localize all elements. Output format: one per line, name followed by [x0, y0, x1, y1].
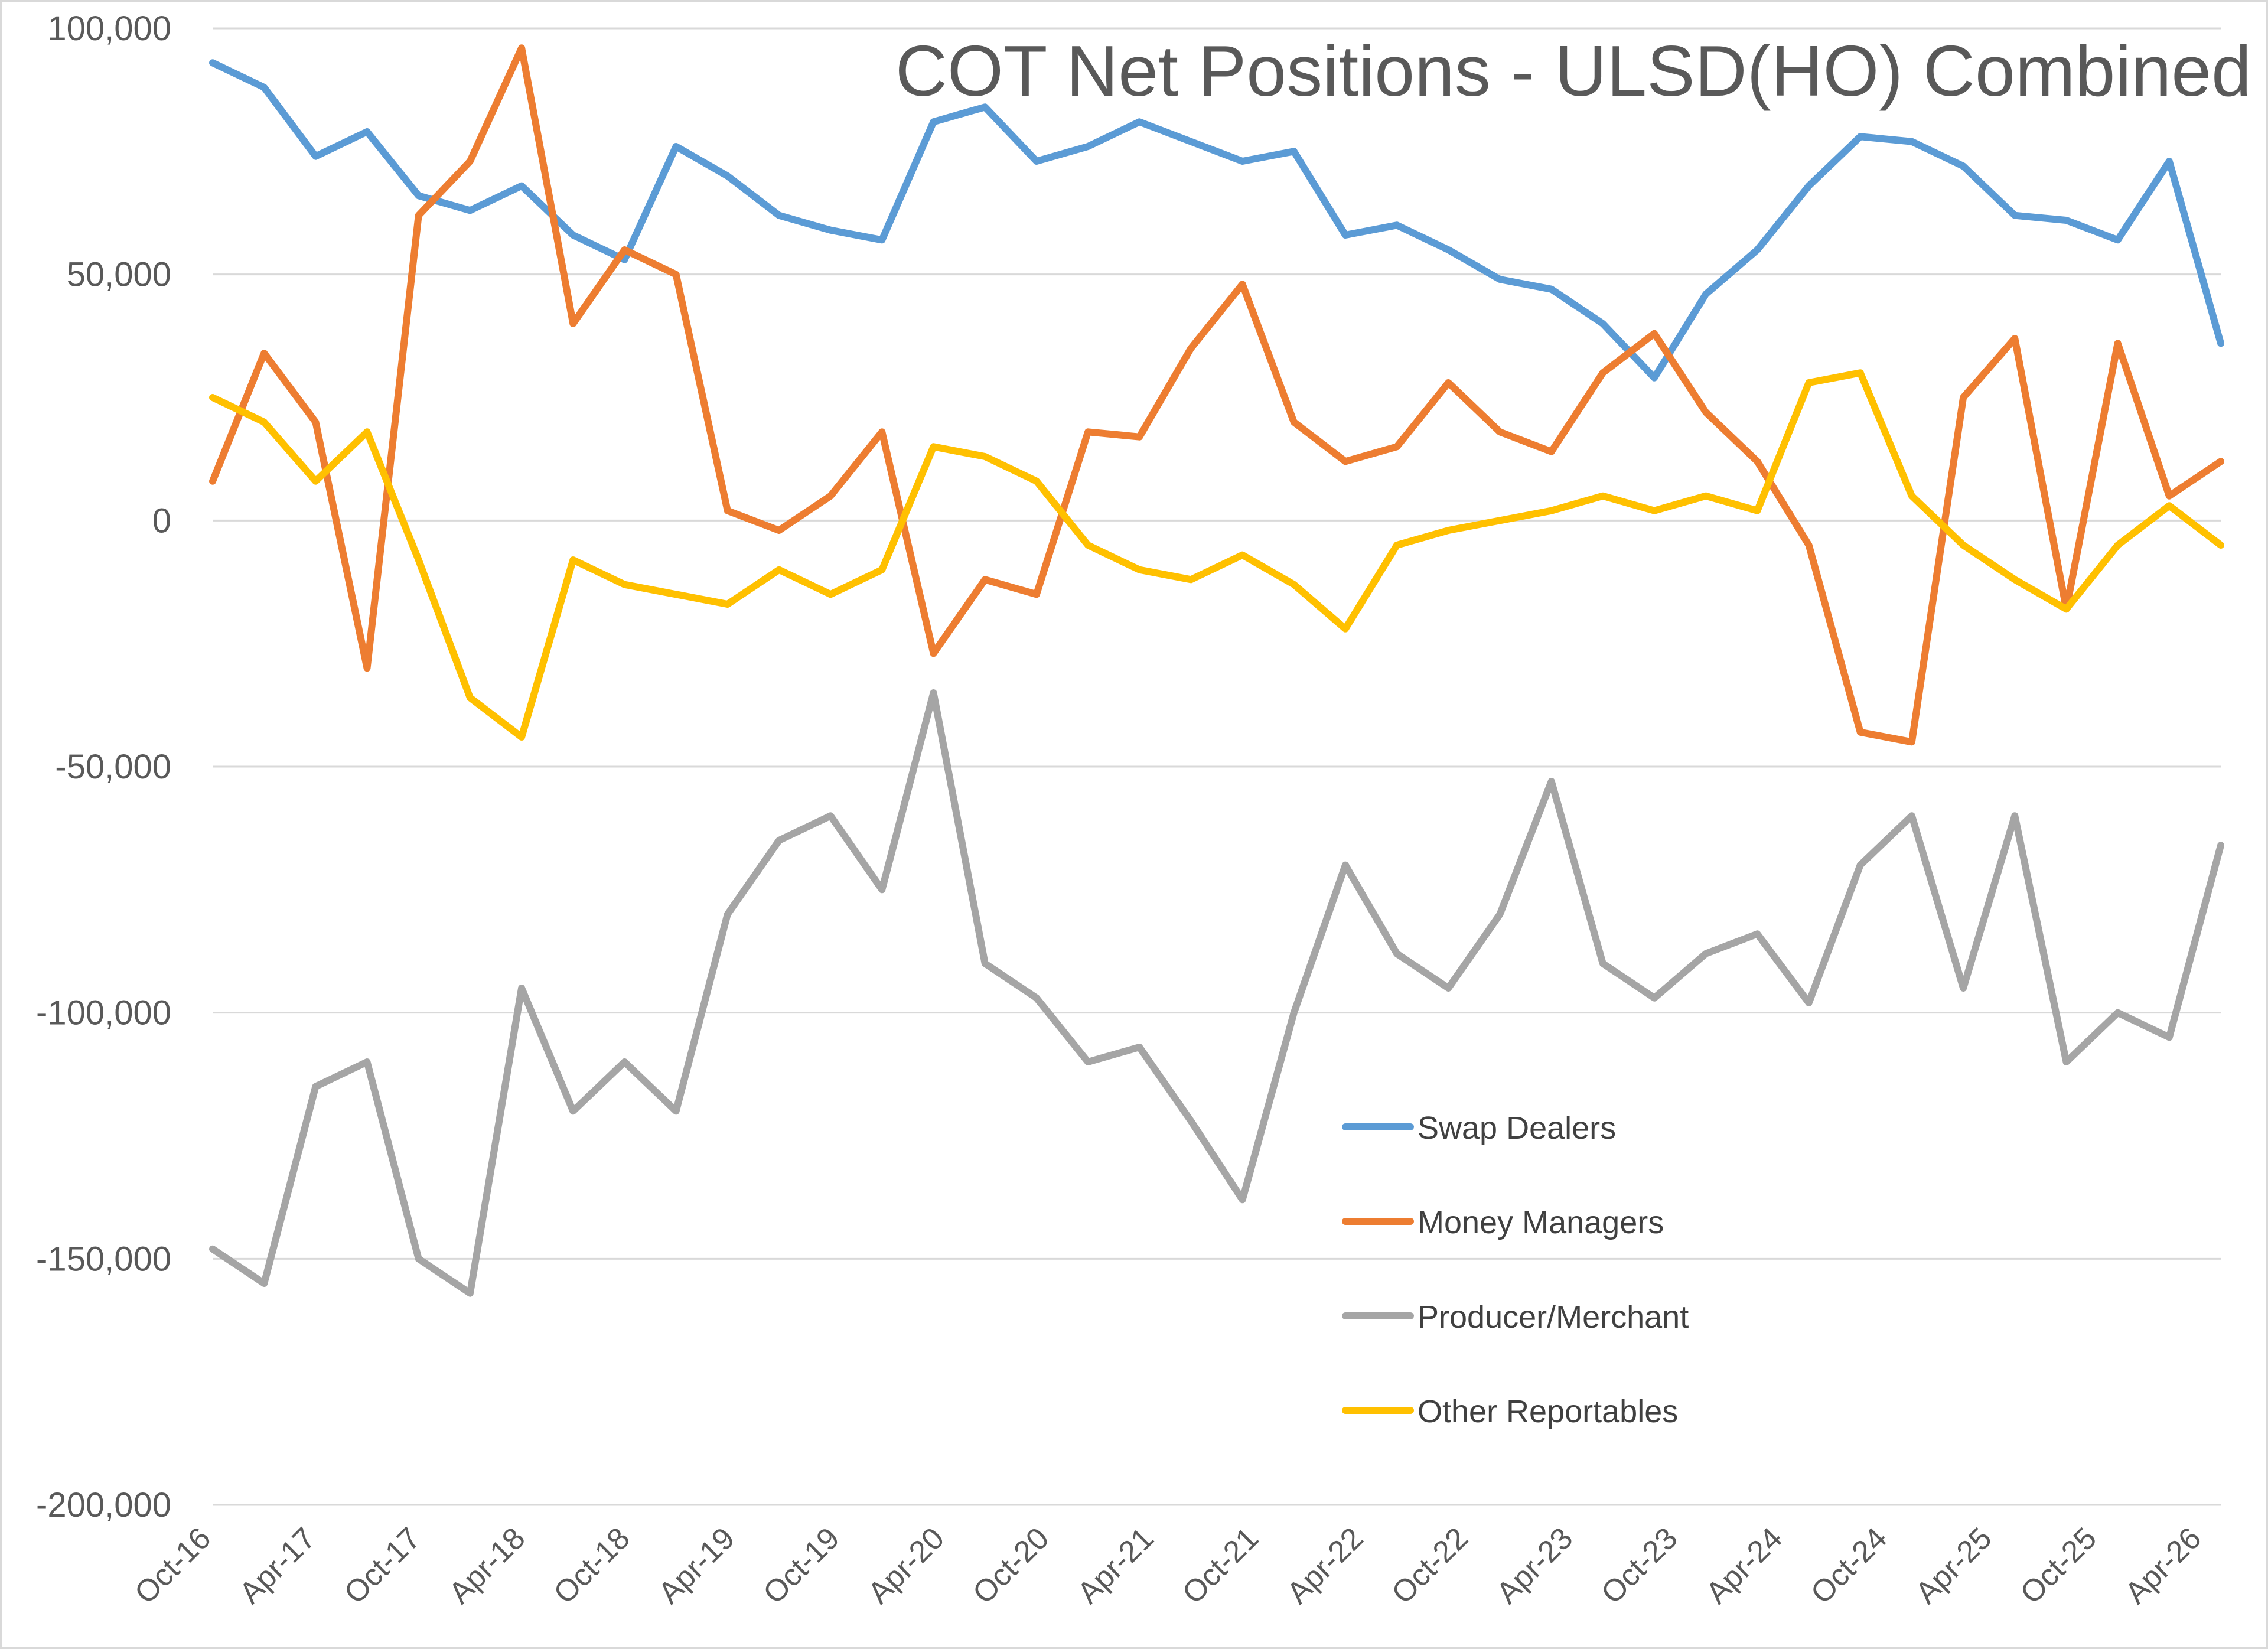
- x-tick-label: Apr-19: [652, 1521, 741, 1610]
- y-axis-tick-labels: 100,000 50,000 0 -50,000 -100,000 -150,000 -20…: [36, 9, 171, 1524]
- x-tick-label: Oct-16: [128, 1521, 217, 1610]
- x-tick-label: Apr-23: [1490, 1521, 1579, 1610]
- x-tick-label: Apr-25: [1909, 1521, 1998, 1610]
- x-tick-label: Apr-26: [2119, 1521, 2208, 1610]
- series-lines: [209, 44, 2224, 1297]
- series-line-swap-dealers: [209, 59, 2224, 382]
- x-tick-label: Oct-21: [1176, 1521, 1265, 1610]
- x-tick-label: Oct-25: [2014, 1521, 2103, 1610]
- x-tick-label: Apr-17: [233, 1521, 322, 1610]
- y-tick-label: -200,000: [36, 1486, 171, 1524]
- y-tick-label: -50,000: [55, 748, 171, 786]
- y-tick-label: -150,000: [36, 1240, 171, 1278]
- series-line-producer-merchant: [209, 689, 2224, 1297]
- chart-title: COT Net Positions - ULSD(HO) Combined: [895, 31, 2251, 111]
- legend-label: Swap Dealers: [1418, 1110, 1616, 1146]
- y-tick-label: 50,000: [67, 256, 171, 294]
- series-line-money-managers: [209, 44, 2224, 746]
- legend-label: Producer/Merchant: [1418, 1299, 1689, 1335]
- x-tick-label: Apr-18: [442, 1521, 532, 1610]
- series-line-other-reportables: [209, 369, 2224, 741]
- legend-label: Money Managers: [1418, 1205, 1664, 1240]
- x-tick-label: Oct-17: [338, 1521, 427, 1610]
- x-axis-tick-labels: Oct-16 Apr-17 Oct-17 Apr-18 Oct-18 Apr-19 Oct-…: [128, 1521, 2208, 1610]
- x-tick-label: Oct-24: [1804, 1521, 1894, 1610]
- x-tick-label: Oct-22: [1386, 1521, 1475, 1610]
- x-tick-label: Apr-21: [1071, 1521, 1160, 1610]
- legend: Swap Dealers Money Managers Producer/Merch…: [1342, 1110, 1689, 1429]
- x-tick-label: Apr-22: [1280, 1521, 1370, 1610]
- legend-label: Other Reportables: [1418, 1394, 1678, 1429]
- x-tick-label: Oct-18: [548, 1521, 637, 1610]
- x-tick-label: Apr-24: [1700, 1521, 1789, 1610]
- x-tick-label: Oct-20: [966, 1521, 1055, 1610]
- x-tick-label: Oct-23: [1595, 1521, 1684, 1610]
- x-tick-label: Apr-20: [862, 1521, 951, 1610]
- x-tick-label: Oct-19: [757, 1521, 846, 1610]
- y-tick-label: 0: [152, 501, 171, 540]
- y-tick-label: 100,000: [47, 9, 171, 48]
- gridlines: [213, 27, 2221, 1506]
- y-tick-label: -100,000: [36, 994, 171, 1032]
